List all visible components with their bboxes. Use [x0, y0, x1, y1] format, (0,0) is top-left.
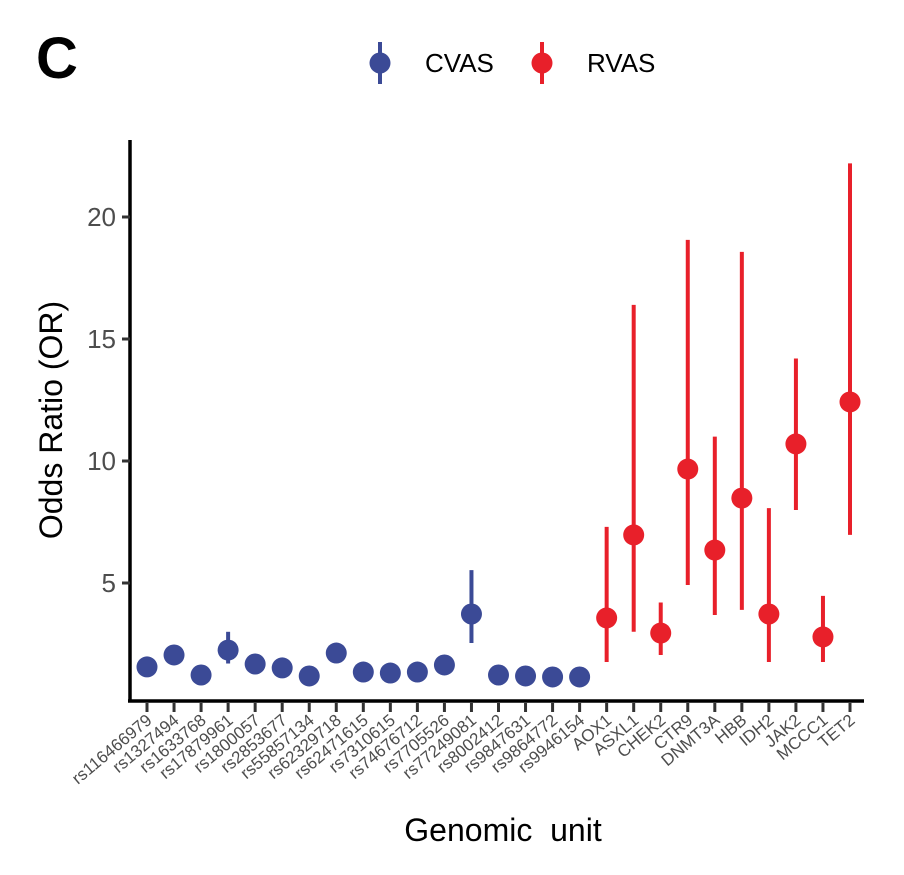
- data-point: [190, 664, 212, 686]
- data-point: [785, 433, 807, 455]
- data-point: [839, 391, 861, 413]
- data-point: [515, 665, 537, 687]
- legend: CVAS RVAS: [369, 42, 655, 84]
- data-point: [217, 639, 239, 661]
- data-point: [325, 642, 347, 664]
- data-point: [677, 458, 699, 480]
- data-point: [271, 657, 293, 679]
- data-point: [352, 661, 374, 683]
- data-point: [406, 661, 428, 683]
- axes: 5101520rs116466979rs1327494rs1633768rs17…: [68, 140, 864, 788]
- legend-key-point: [369, 52, 391, 74]
- y-tick-label: 15: [87, 324, 116, 354]
- data-point: [163, 644, 185, 666]
- data-point: [596, 607, 618, 629]
- data-point: [623, 524, 645, 546]
- data-marks: [136, 163, 861, 688]
- data-point: [731, 487, 753, 509]
- panel-label: C: [36, 26, 78, 91]
- data-point: [650, 622, 672, 644]
- data-point: [298, 665, 320, 687]
- data-point: [542, 666, 564, 688]
- y-tick-label: 20: [87, 202, 116, 232]
- y-tick-label: 5: [102, 568, 116, 598]
- data-point: [488, 664, 509, 686]
- data-point: [569, 666, 591, 688]
- legend-key-point: [531, 52, 553, 74]
- data-point: [433, 654, 455, 676]
- y-tick-label: 10: [87, 446, 116, 476]
- data-point: [244, 653, 266, 675]
- data-point: [758, 603, 780, 625]
- data-point: [704, 539, 726, 561]
- legend-label: RVAS: [587, 48, 655, 78]
- data-point: [136, 656, 158, 678]
- y-axis-label: Odds Ratio (OR): [33, 301, 69, 539]
- data-point: [812, 626, 834, 648]
- data-point: [460, 603, 482, 625]
- legend-label: CVAS: [425, 48, 494, 78]
- data-point: [379, 662, 401, 684]
- x-axis-label: Genomic unit: [404, 812, 602, 848]
